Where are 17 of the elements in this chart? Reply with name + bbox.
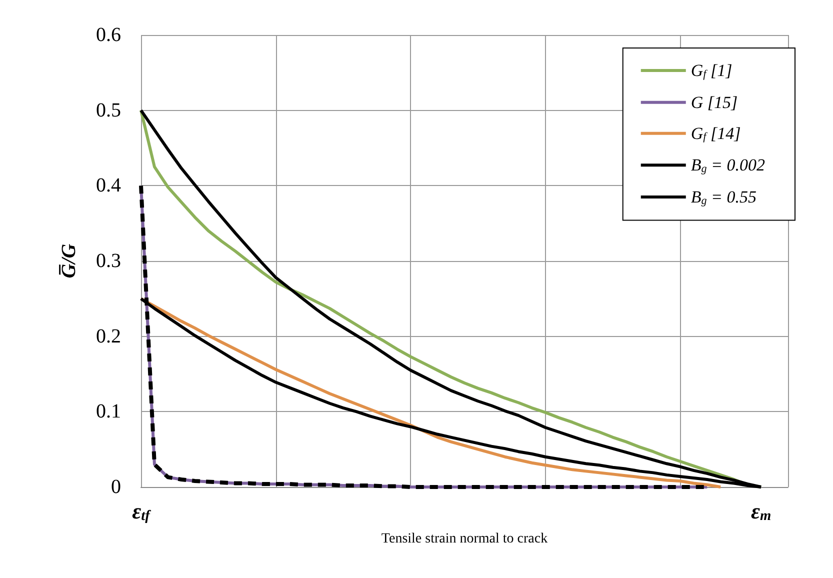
legend-label: Bg = 0.55 bbox=[690, 187, 757, 207]
y-tick-label: 0.6 bbox=[96, 24, 121, 46]
x-tick-label: εm bbox=[750, 498, 772, 524]
line-series bbox=[140, 108, 763, 488]
y-tick-label: 0.5 bbox=[96, 99, 121, 122]
y-tick-label: 0.2 bbox=[96, 325, 121, 348]
y-tick-label: 0.4 bbox=[96, 174, 121, 197]
legend-label: Bg = 0.002 bbox=[690, 156, 766, 175]
legend-label: G [15] bbox=[690, 92, 738, 112]
y-tick-label: 0 bbox=[111, 476, 121, 498]
y-tick-label: 0.1 bbox=[96, 400, 121, 423]
x-axis-title: Tensile strain normal to crack bbox=[381, 532, 548, 546]
legend-label: Gf [1] bbox=[690, 61, 732, 80]
y-tick-label: 0.3 bbox=[96, 250, 121, 272]
y-axis-title: G̅/G bbox=[58, 243, 80, 278]
x-tick-label: εtf bbox=[132, 498, 152, 524]
legend-label: Gf [14] bbox=[690, 124, 741, 144]
